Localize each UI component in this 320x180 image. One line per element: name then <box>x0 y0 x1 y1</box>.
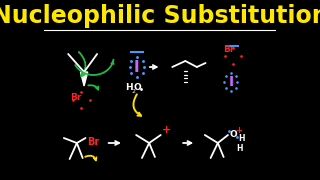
Text: O: O <box>134 83 142 92</box>
FancyArrowPatch shape <box>85 156 96 160</box>
Text: H: H <box>237 144 243 153</box>
Text: O: O <box>229 130 237 139</box>
Text: 2: 2 <box>131 89 135 94</box>
Text: Br: Br <box>87 137 99 147</box>
Text: H: H <box>238 134 244 143</box>
FancyArrowPatch shape <box>79 52 85 76</box>
Text: Br: Br <box>223 45 234 54</box>
Polygon shape <box>80 72 88 86</box>
Text: Nucleophilic Substitution: Nucleophilic Substitution <box>0 4 320 28</box>
Text: I: I <box>228 75 233 89</box>
Text: +: + <box>162 125 172 135</box>
Text: Br: Br <box>70 93 81 102</box>
FancyArrowPatch shape <box>88 85 98 90</box>
FancyArrowPatch shape <box>133 94 141 116</box>
Text: I: I <box>134 60 140 75</box>
Text: H: H <box>125 83 133 92</box>
Text: +: + <box>235 126 242 135</box>
